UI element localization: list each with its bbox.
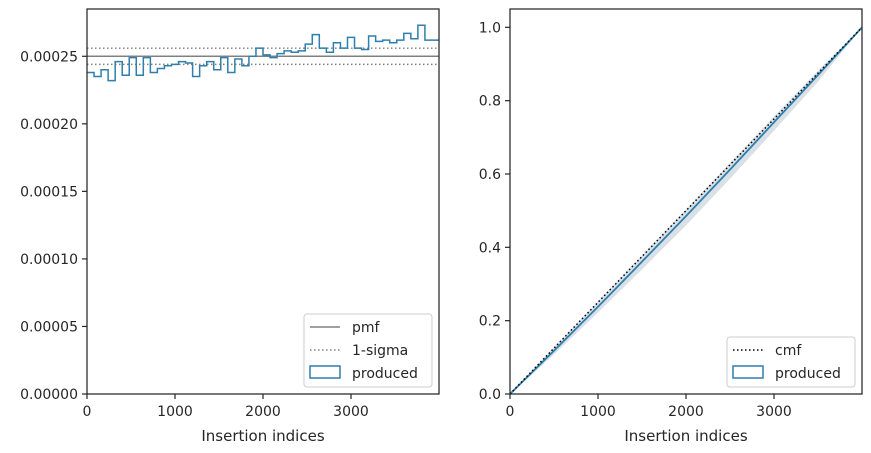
right-x-tick-label: 1000 [580,404,616,420]
right-x-tick-label: 3000 [756,404,792,420]
left-x-ticks: 0 1000 2000 3000 [83,394,369,420]
legend-produced-swatch-right [732,365,764,379]
produced-step-line [87,24,439,82]
left-y-tick-label: 0.00010 [20,252,78,268]
left-y-tick-label: 0.00005 [20,319,78,335]
legend-produced-label: produced [352,366,418,382]
left-y-tick-label: 0.00020 [20,117,78,133]
right-y-tick-label: 0.8 [479,94,501,110]
right-y-tick-label: 0.6 [479,167,501,183]
left-legend: pmf 1-sigma produced [303,313,433,388]
left-y-tick-label: 0.00025 [20,49,78,65]
left-y-tick-label: 0.00000 [20,387,78,403]
right-lines [509,26,863,395]
right-axes-frame [509,8,863,395]
right-x-tick-label: 0 [506,404,515,420]
right-y-tick-label: 1.0 [479,20,501,36]
right-y-ticks: 0.0 0.2 0.4 0.6 0.8 1.0 [479,20,510,403]
produced-cdf-line [509,26,863,395]
right-panel: 0 1000 2000 3000 0.0 0.2 0.4 0.6 0.8 1.0 Inserti… [479,8,863,445]
right-legend-box [726,336,856,388]
left-x-tick-label: 0 [83,404,92,420]
produced-histogram [87,24,439,82]
legend-sigma-label: 1-sigma [352,343,408,359]
legend-produced-swatch [309,365,341,379]
left-y-ticks: 0.00000 0.00005 0.00010 0.00015 0.00020 0.000… [20,49,87,403]
right-x-tick-label: 2000 [668,404,704,420]
left-legend-box [303,313,433,388]
left-x-tick-label: 3000 [333,404,369,420]
right-legend: cmf produced [726,336,856,388]
legend-cmf-label: cmf [775,343,802,359]
left-panel: 0 1000 2000 3000 0.000000.000050.000100.000… [20,8,440,445]
right-y-tick-label: 0.0 [479,387,501,403]
left-y-tick-label: 0.00015 [20,184,78,200]
cmf-line [509,26,863,395]
legend-produced-label-right: produced [775,366,841,382]
left-x-axis-label: Insertion indices [201,427,324,445]
right-y-tick-label: 0.4 [479,240,501,256]
right-y-tick-label: 0.2 [479,314,501,330]
left-x-tick-label: 2000 [245,404,281,420]
left-x-tick-label: 1000 [157,404,193,420]
right-x-ticks: 0 1000 2000 3000 [506,394,792,420]
right-x-axis-label: Insertion indices [624,427,747,445]
legend-pmf-label: pmf [352,320,381,336]
